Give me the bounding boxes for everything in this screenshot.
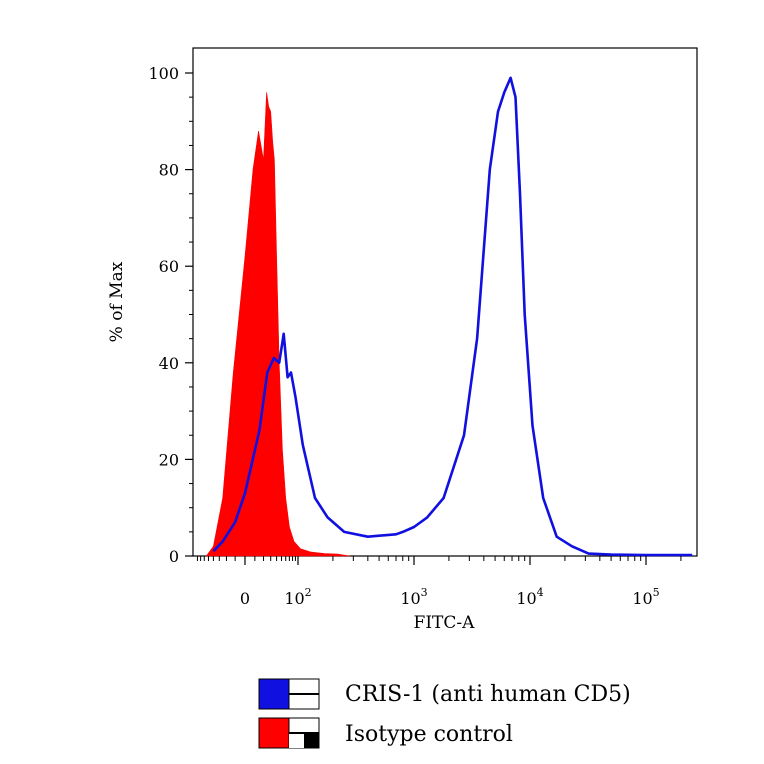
y-tick-label-0: 0 <box>169 547 179 566</box>
plot-area <box>192 47 698 557</box>
legend-label-isotype-control: Isotype control <box>345 722 513 747</box>
cris-1-histogram-line <box>212 76 693 557</box>
legend: CRIS-1 (anti human CD5) Isotype control <box>258 678 631 749</box>
legend-item-cris-1: CRIS-1 (anti human CD5) <box>258 678 631 710</box>
legend-swatch-isotype-control <box>258 717 320 749</box>
y-tick-label-40: 40 <box>159 354 179 373</box>
x-axis-title: FITC-A <box>414 613 476 633</box>
legend-swatch-cris-1 <box>258 678 320 710</box>
x-tick-label-0: 0 <box>240 589 250 608</box>
legend-item-isotype-control: Isotype control <box>258 717 513 749</box>
x-tick-label-1: 102 <box>284 586 311 608</box>
x-tick-label-2: 103 <box>400 586 427 608</box>
legend-label-cris-1: CRIS-1 (anti human CD5) <box>345 682 631 707</box>
y-tick-label-100: 100 <box>148 64 179 83</box>
x-tick-label-4: 105 <box>632 586 659 608</box>
y-axis: 0 20 40 60 80 100 <box>148 64 193 566</box>
isotype-control-area <box>205 92 350 557</box>
y-axis-title: % of Max <box>107 261 127 342</box>
y-tick-label-60: 60 <box>159 257 179 276</box>
y-tick-label-80: 80 <box>159 161 179 180</box>
y-tick-label-20: 20 <box>159 450 179 469</box>
x-tick-label-3: 104 <box>516 586 543 608</box>
x-axis: 0 102 103 104 105 <box>196 556 682 608</box>
